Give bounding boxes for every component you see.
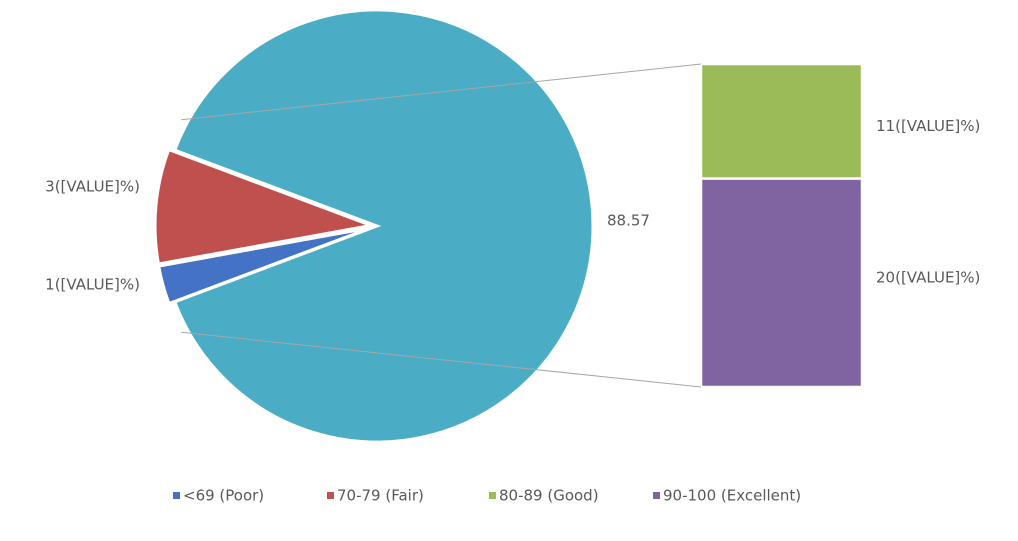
legend-swatch-80-89-good: [489, 492, 496, 499]
data-label-69-poor: 1([VALUE]%): [45, 276, 140, 294]
bar-segment-90-100-excellent: [699, 177, 864, 389]
legend-label-90-100-excellent: 90-100 (Excellent): [663, 487, 801, 505]
legend-label-80-89-good: 80-89 (Good): [499, 487, 599, 505]
connector-line-bottom: [181, 331, 702, 388]
data-label-70-79-fair: 3([VALUE]%): [45, 178, 140, 196]
data-label-other: 88.57: [607, 212, 650, 230]
legend-label-70-79-fair: 70-79 (Fair): [337, 487, 424, 505]
legend-swatch-70-79-fair: [327, 492, 334, 499]
pie-slice-other: [172, 8, 595, 444]
connector-line-top: [181, 63, 702, 121]
bar-segment-80-89-good: [699, 62, 864, 180]
legend-swatch-90-100-excellent: [653, 492, 660, 499]
pie-slice-70-79-fair: [153, 147, 377, 266]
legend-label-69-poor: <69 (Poor): [183, 487, 264, 505]
data-label-80-89-good: 11([VALUE]%): [876, 117, 980, 135]
legend-swatch-69-poor: [173, 492, 180, 499]
data-label-90-100-excellent: 20([VALUE]%): [876, 268, 980, 286]
